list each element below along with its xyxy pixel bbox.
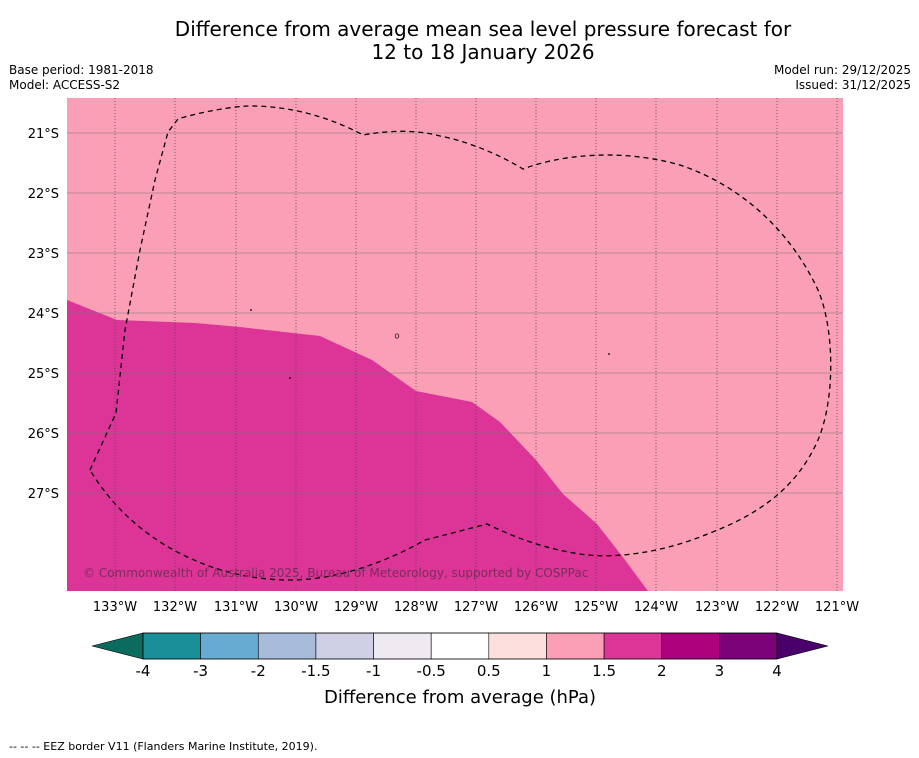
colorbar: -4 -3 -2 -1.5 -1 -0.5 0.5 1 1.5 2 3 4 Difference fr… [91, 632, 829, 708]
lon-label: 124°W [634, 600, 678, 615]
colorbar-tick-label: 0.5 [477, 662, 501, 680]
colorbar-segment [315, 632, 374, 660]
latitude-labels: 21°S 22°S 23°S 24°S 25°S 26°S 27°S [28, 127, 59, 502]
colorbar-tick-label: 4 [772, 662, 782, 680]
colorbar-tick-label: -1 [366, 662, 381, 680]
colorbar-segment [430, 632, 490, 660]
lat-label: 21°S [28, 127, 59, 142]
issued-date: Issued: 31/12/2025 [795, 78, 911, 92]
colorbar-segment [257, 632, 317, 660]
colorbar-segment [200, 632, 259, 660]
lat-label: 23°S [28, 247, 59, 262]
colorbar-segment [603, 632, 663, 660]
colorbar-low-extension [91, 632, 144, 660]
colorbar-segment [488, 632, 547, 660]
lat-label: 25°S [28, 367, 59, 382]
title-line-2: 12 to 18 January 2026 [371, 40, 595, 64]
title-line-1: Difference from average mean sea level p… [174, 17, 792, 41]
lon-label: 129°W [334, 600, 378, 615]
latitude-gridlines [67, 132, 843, 494]
lon-label: 133°W [93, 600, 137, 615]
lon-label: 128°W [394, 600, 438, 615]
island-dot [289, 377, 291, 379]
metadata-left: Base period: 1981-2018 Model: ACCESS-S2 [9, 63, 154, 93]
colorbar-segment [546, 632, 605, 660]
lon-label: 121°W [815, 600, 859, 615]
colorbar-outline [142, 632, 778, 660]
model-run: Model run: 29/12/2025 [773, 63, 911, 77]
lon-label: 132°W [153, 600, 197, 615]
island-dot [608, 353, 610, 355]
colorbar-ticks: -4 -3 -2 -1.5 -1 -0.5 0.5 1 1.5 2 3 4 [136, 662, 782, 680]
colorbar-label: Difference from average (hPa) [324, 687, 596, 708]
map-title: Difference from average mean sea level p… [0, 18, 919, 64]
map-panel: © Commonwealth of Australia 2025, Bureau… [67, 98, 843, 591]
colorbar-tick-label: 1 [542, 662, 552, 680]
colorbar-tick-label: -3 [193, 662, 208, 680]
eez-border [89, 105, 832, 581]
colorbar-tick-label: -0.5 [417, 662, 446, 680]
lon-label: 127°W [454, 600, 498, 615]
colorbar-tick-label: 1.5 [592, 662, 616, 680]
lon-label: 123°W [695, 600, 739, 615]
lat-label: 26°S [28, 427, 59, 442]
lat-label: 22°S [28, 187, 59, 202]
lon-label: 125°W [574, 600, 618, 615]
island-dot [250, 309, 252, 311]
island-outline [394, 333, 400, 339]
longitude-labels: 133°W 132°W 131°W 130°W 129°W 128°W 127°… [93, 600, 859, 615]
colorbar-segment [661, 632, 720, 660]
longitude-gridlines [114, 98, 838, 591]
colorbar-segments [142, 632, 778, 660]
model-name: Model: ACCESS-S2 [9, 78, 121, 92]
colorbar-tick-label: -1.5 [301, 662, 330, 680]
lat-label: 27°S [28, 487, 59, 502]
metadata-right: Model run: 29/12/2025 Issued: 31/12/2025 [774, 63, 911, 93]
lat-label: 24°S [28, 307, 59, 322]
colorbar-tick-label: 3 [715, 662, 725, 680]
lon-label: 126°W [514, 600, 558, 615]
lon-label: 122°W [755, 600, 799, 615]
colorbar-segment [719, 632, 778, 660]
island-markers [250, 309, 610, 379]
copyright-text: © Commonwealth of Australia 2025, Bureau… [83, 566, 588, 580]
colorbar-high-extension [776, 632, 829, 660]
colorbar-segment [373, 632, 432, 660]
base-period: Base period: 1981-2018 [9, 63, 154, 77]
eez-footnote: -- -- -- EEZ border V11 (Flanders Marine… [9, 740, 318, 753]
colorbar-tick-label: -4 [136, 662, 151, 680]
lon-label: 131°W [214, 600, 258, 615]
colorbar-segment [142, 632, 201, 660]
colorbar-tick-label: 2 [657, 662, 667, 680]
colorbar-tick-label: -2 [251, 662, 266, 680]
lon-label: 130°W [274, 600, 318, 615]
